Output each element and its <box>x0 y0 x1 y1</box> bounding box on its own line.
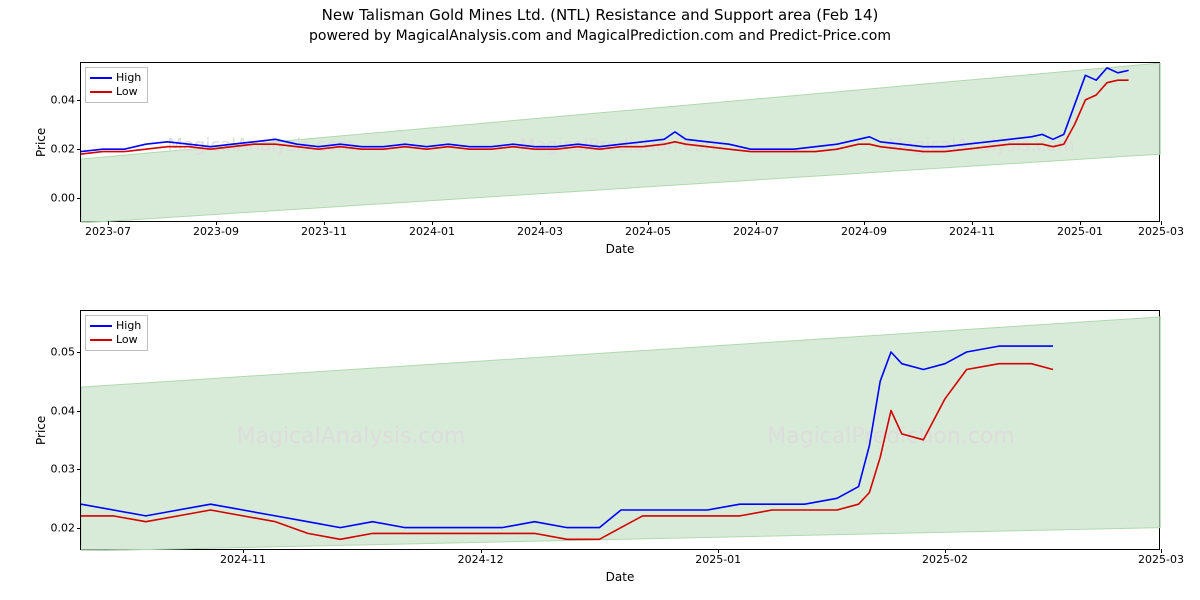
legend-label-low: Low <box>116 333 138 347</box>
y-axis-label-top: Price <box>34 128 48 157</box>
x-tick-label: 2024-05 <box>625 225 671 238</box>
x-axis-label-bottom: Date <box>80 570 1160 584</box>
legend-label-low: Low <box>116 85 138 99</box>
x-tick-label: 2024-11 <box>220 553 266 566</box>
legend-item-high: High <box>90 319 141 333</box>
x-tick-label: 2024-07 <box>733 225 779 238</box>
legend-label-high: High <box>116 71 141 85</box>
legend-item-low: Low <box>90 85 141 99</box>
legend-swatch-low <box>90 339 112 341</box>
x-tick-label: 2023-09 <box>193 225 239 238</box>
price-chart-top-svg: MagicalAnalysis.comMagicalPrediction.com… <box>81 63 1161 223</box>
x-tick-label: 2025-01 <box>695 553 741 566</box>
x-tick-label: 2024-12 <box>458 553 504 566</box>
svg-text:MagicalPrediction.com: MagicalPrediction.com <box>767 424 1015 449</box>
price-chart-bottom: MagicalAnalysis.com MagicalPrediction.com… <box>80 310 1160 550</box>
x-tick-label: 2023-11 <box>301 225 347 238</box>
legend-swatch-low <box>90 91 112 93</box>
price-chart-top: MagicalAnalysis.comMagicalPrediction.com… <box>80 62 1160 222</box>
x-tick-label: 2025-01 <box>1057 225 1103 238</box>
x-tick-label: 2024-01 <box>409 225 455 238</box>
figure: New Talisman Gold Mines Ltd. (NTL) Resis… <box>0 0 1200 600</box>
x-tick-label: 2024-03 <box>517 225 563 238</box>
y-tick-label: 0.04 <box>27 93 75 106</box>
chart-title: New Talisman Gold Mines Ltd. (NTL) Resis… <box>0 6 1200 24</box>
y-tick-label: 0.05 <box>27 345 75 358</box>
x-tick-label: 2024-09 <box>841 225 887 238</box>
price-chart-bottom-svg: MagicalAnalysis.com MagicalPrediction.com <box>81 311 1161 551</box>
x-tick-label: 2023-07 <box>85 225 131 238</box>
x-axis-label-top: Date <box>80 242 1160 256</box>
legend-label-high: High <box>116 319 141 333</box>
legend: High Low <box>85 315 148 351</box>
legend-swatch-high <box>90 77 112 79</box>
x-tick-label: 2024-11 <box>949 225 995 238</box>
x-tick-label: 2025-03 <box>1138 225 1184 238</box>
legend-item-low: Low <box>90 333 141 347</box>
y-tick-label: 0.03 <box>27 463 75 476</box>
y-axis-label-bottom: Price <box>34 416 48 445</box>
y-tick-label: 0.02 <box>27 521 75 534</box>
y-tick-label: 0.00 <box>27 192 75 205</box>
legend-swatch-high <box>90 325 112 327</box>
svg-text:MagicalAnalysis.com: MagicalAnalysis.com <box>237 424 466 449</box>
legend: High Low <box>85 67 148 103</box>
chart-subtitle: powered by MagicalAnalysis.com and Magic… <box>0 28 1200 44</box>
x-tick-label: 2025-03 <box>1138 553 1184 566</box>
legend-item-high: High <box>90 71 141 85</box>
x-tick-label: 2025-02 <box>922 553 968 566</box>
